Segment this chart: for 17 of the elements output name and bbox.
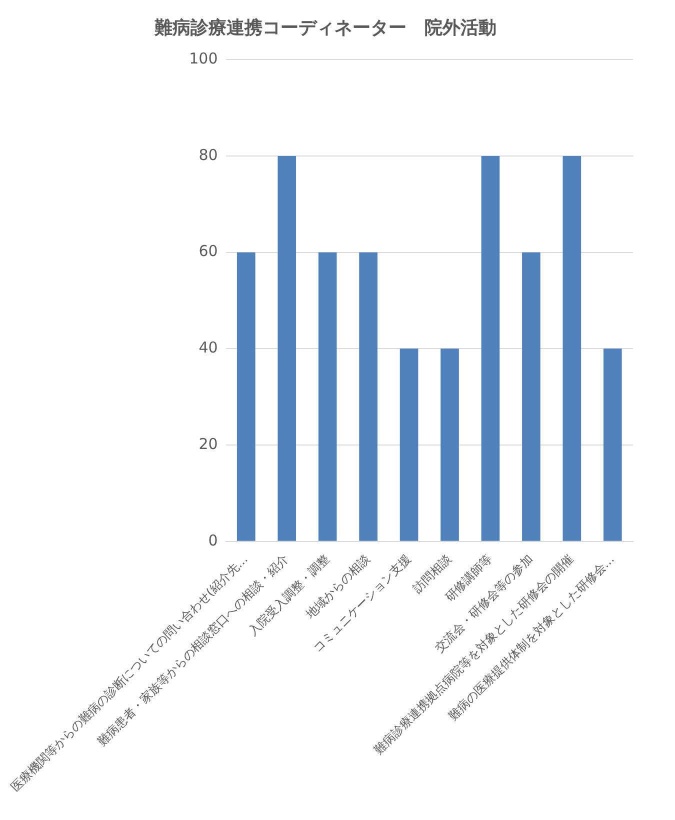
y-tick-label: 100 (189, 49, 218, 68)
chart-title: 難病診療連携コーディネーター 院外活動 (154, 17, 496, 38)
bar (400, 348, 418, 541)
y-tick-label: 40 (198, 338, 218, 357)
bar (278, 156, 296, 541)
bar (522, 252, 540, 541)
bar (562, 156, 582, 541)
bar (236, 252, 256, 541)
bar (603, 348, 622, 541)
bar (481, 156, 500, 541)
bar (359, 252, 378, 541)
bar (440, 348, 459, 541)
y-tick-label: 0 (208, 531, 218, 550)
bar (318, 252, 337, 541)
y-tick-label: 80 (198, 146, 218, 164)
y-tick-label: 20 (198, 434, 218, 453)
y-tick-label: 60 (198, 242, 218, 260)
